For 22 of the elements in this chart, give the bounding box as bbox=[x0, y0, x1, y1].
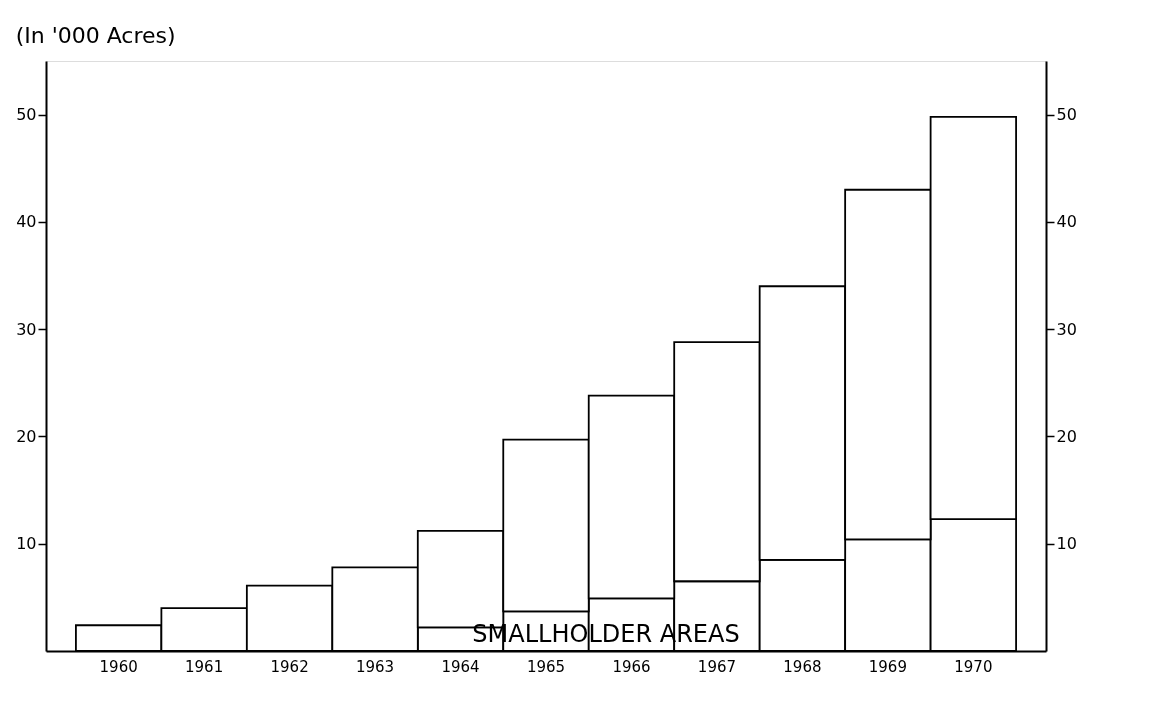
x-tick-label: 1964 bbox=[441, 657, 480, 676]
x-tick-label: 1966 bbox=[612, 657, 651, 676]
y2-tick-label: 50 bbox=[1056, 105, 1077, 125]
y-tick-label: 10 bbox=[16, 534, 37, 554]
x-tick-label: 1968 bbox=[783, 657, 822, 676]
y2-tick-label: 30 bbox=[1056, 319, 1077, 339]
y-axis-title: (In '000 Acres) bbox=[15, 23, 176, 49]
y-tick-label: 50 bbox=[16, 105, 37, 125]
y2-tick-label: 40 bbox=[1056, 212, 1077, 232]
y2-tick-label: 10 bbox=[1056, 534, 1077, 554]
y-tick-label: 30 bbox=[16, 319, 37, 339]
x-tick-label: 1970 bbox=[954, 657, 993, 676]
y-tick-label: 40 bbox=[16, 212, 37, 232]
x-tick-label: 1961 bbox=[185, 657, 224, 676]
x-tick-label: 1962 bbox=[270, 657, 309, 676]
x-tick-label: 1965 bbox=[526, 657, 566, 676]
x-tick-label: 1967 bbox=[697, 657, 737, 676]
y-tick-label: 20 bbox=[16, 426, 37, 446]
x-tick-label: 1969 bbox=[868, 657, 907, 676]
x-tick-label: 1963 bbox=[355, 657, 395, 676]
y2-tick-label: 20 bbox=[1056, 426, 1077, 446]
x-tick-label: 1960 bbox=[99, 657, 138, 676]
